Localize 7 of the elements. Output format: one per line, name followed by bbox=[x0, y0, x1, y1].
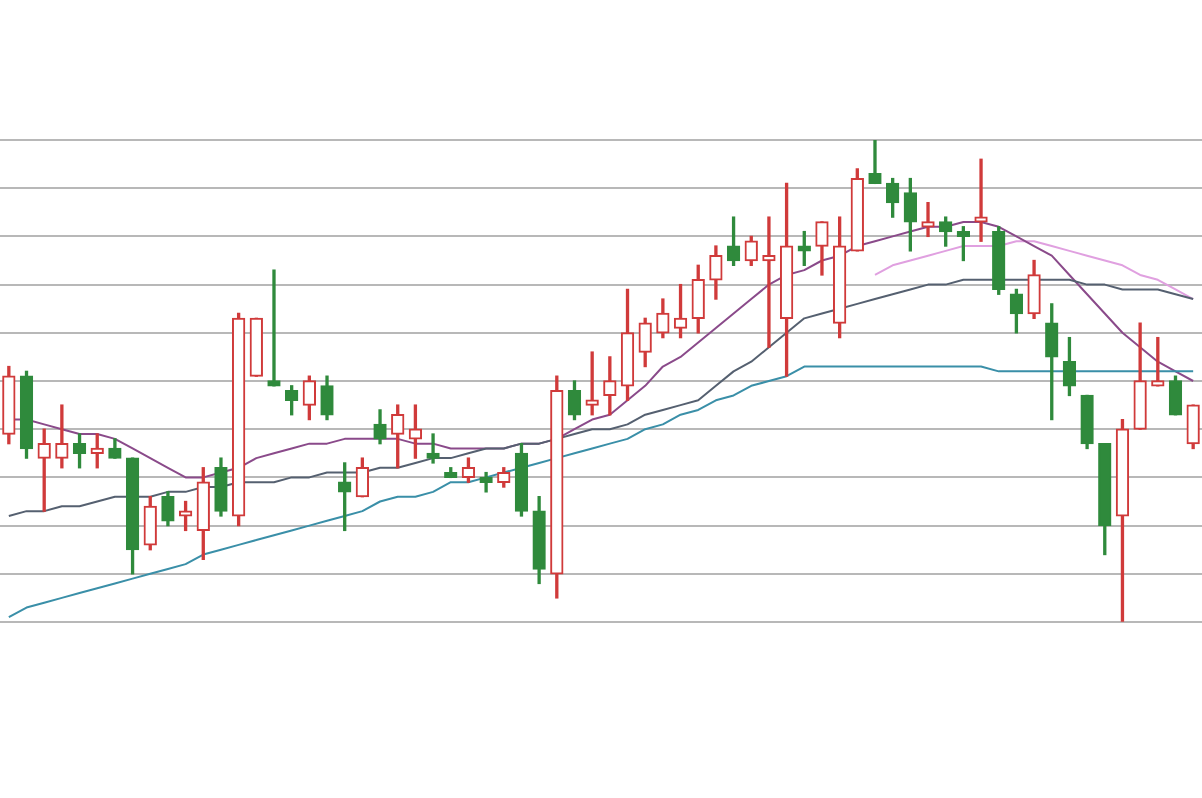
candlestick bbox=[55, 404, 69, 469]
candlestick bbox=[762, 216, 776, 348]
candlestick bbox=[426, 433, 440, 464]
candlestick bbox=[267, 269, 281, 387]
candlestick bbox=[921, 202, 935, 238]
candlestick bbox=[868, 140, 882, 185]
candlestick bbox=[974, 158, 988, 242]
